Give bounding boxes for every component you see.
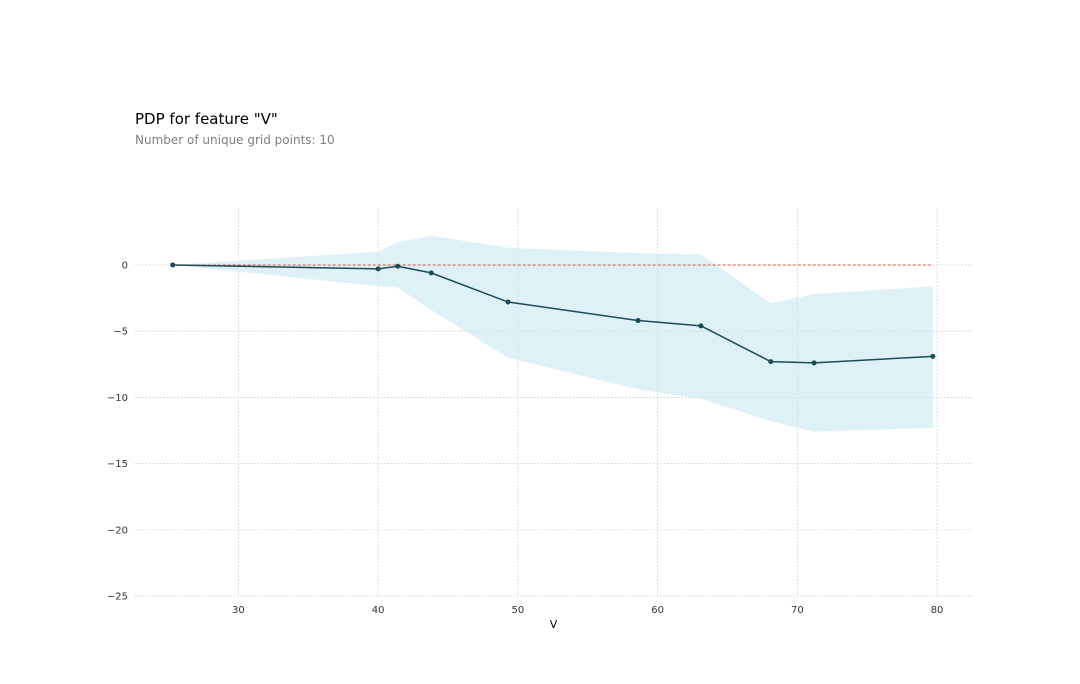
x-tick-label: 70	[791, 605, 804, 616]
pdp-point	[635, 318, 641, 324]
pdp-line-layer	[172, 264, 933, 364]
pdp-line	[172, 264, 933, 364]
x-tick-label: 80	[931, 605, 944, 616]
y-tick-label: −25	[107, 592, 128, 603]
x-axis-label: V	[550, 618, 558, 631]
pdp-point	[811, 360, 817, 366]
y-tick-label: −5	[113, 327, 128, 338]
y-tick-label: −15	[107, 459, 128, 470]
pdp-point	[395, 263, 401, 269]
y-tick-label: −10	[107, 393, 128, 404]
tick-labels-layer: 30 40 50 60 70 80 0 −5 −10 −15 −20 −25	[107, 260, 944, 616]
chart-title: PDP for feature "V"	[135, 110, 278, 128]
pdp-point	[768, 359, 774, 365]
x-tick-label: 60	[651, 605, 664, 616]
x-tick-label: 30	[232, 605, 245, 616]
pdp-point	[170, 262, 176, 268]
x-tick-label: 40	[372, 605, 385, 616]
confidence-band	[172, 235, 933, 432]
pdp-point	[930, 353, 936, 359]
pdp-point	[505, 299, 511, 305]
pdp-point	[698, 323, 704, 329]
pdp-points-layer	[170, 262, 936, 366]
chart-subtitle: Number of unique grid points: 10	[135, 133, 335, 147]
y-tick-label: 0	[122, 260, 128, 271]
y-tick-label: −20	[107, 525, 128, 536]
x-tick-label: 50	[512, 605, 525, 616]
confidence-band-layer	[172, 235, 933, 432]
pdp-point	[428, 270, 434, 276]
pdp-point	[375, 266, 381, 272]
